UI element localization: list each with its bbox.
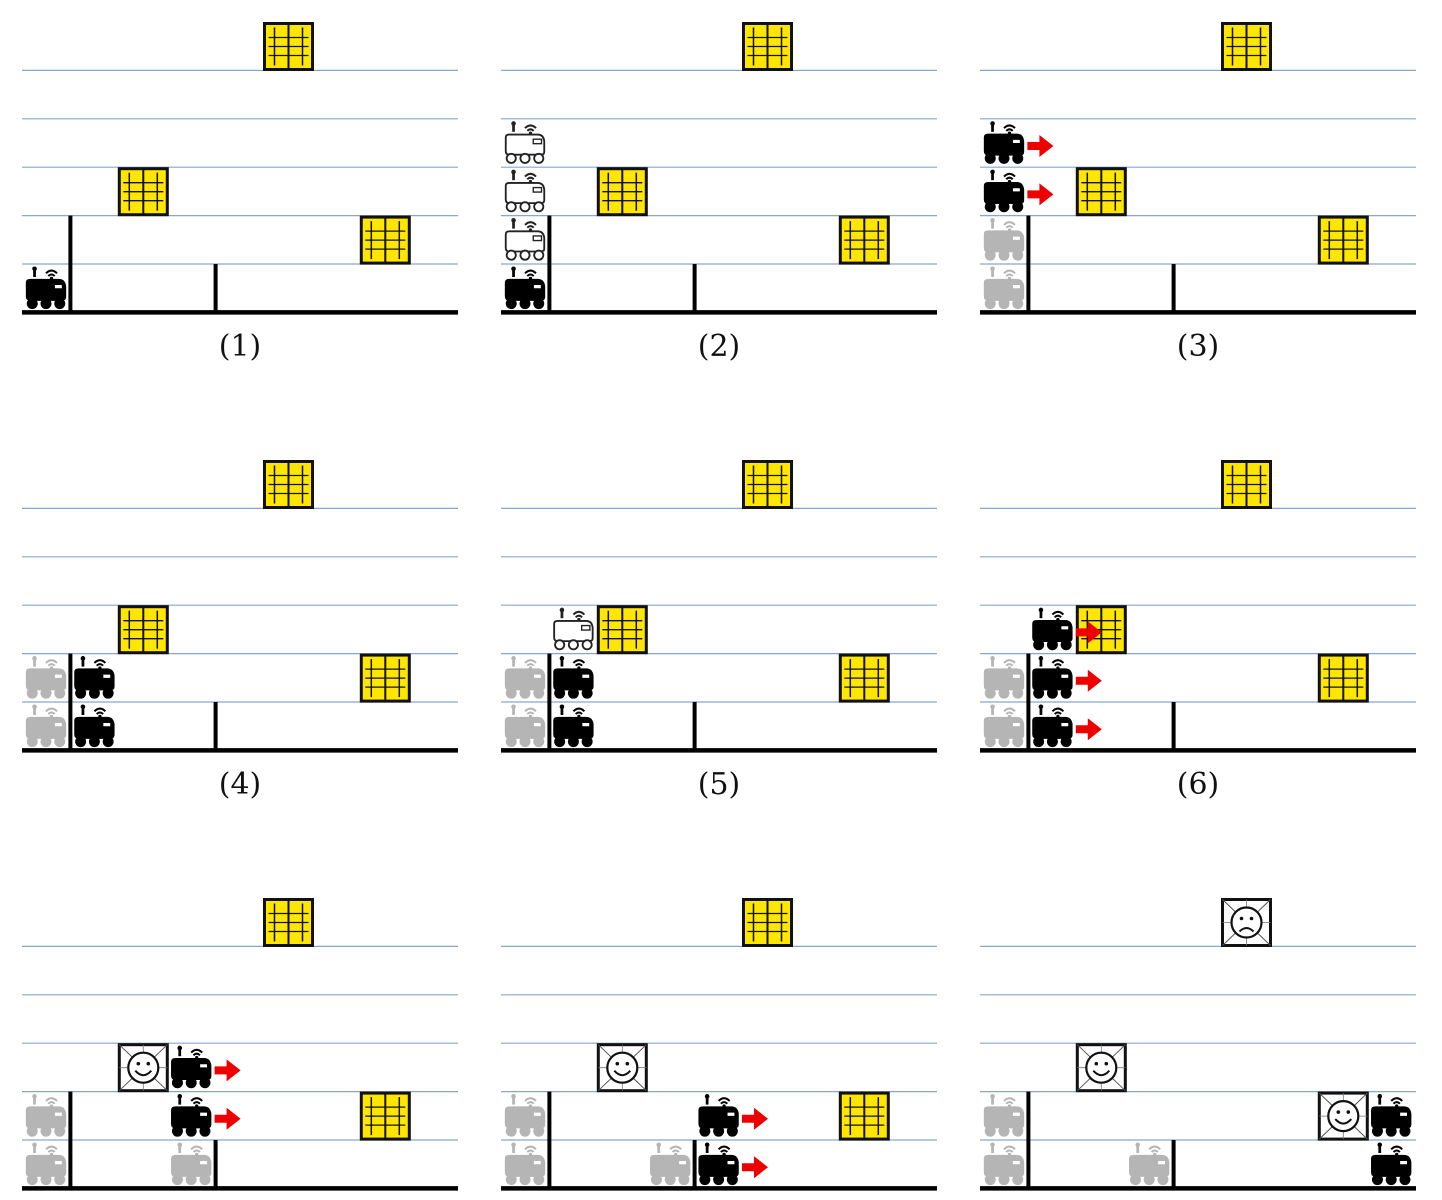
happy-window-icon <box>1075 1043 1127 1093</box>
robot-icon-black <box>983 169 1025 213</box>
robot-icon-black <box>983 121 1025 164</box>
robot-icon-black <box>74 704 115 748</box>
scene-panel-2 <box>501 22 937 315</box>
happy-window-icon <box>1317 1091 1369 1141</box>
scene-panel-1 <box>22 22 458 315</box>
window-icon <box>359 653 411 703</box>
sad-window-icon <box>1221 898 1272 947</box>
robot-icon-gray <box>171 1142 212 1186</box>
robot-icon-black <box>74 656 115 699</box>
window-icon <box>596 605 648 655</box>
robot-icon-black <box>171 1094 212 1137</box>
arrow-right-icon <box>1075 621 1102 644</box>
window-icon <box>742 460 793 509</box>
robot-icon-black <box>1032 704 1073 748</box>
robot-icon-black <box>698 1142 739 1186</box>
panel-label-6: (6) <box>1176 767 1220 803</box>
scene-panel-7 <box>22 898 458 1191</box>
arrow-right-icon <box>1027 183 1054 206</box>
window-icon <box>263 460 314 509</box>
robot-icon-gray <box>983 1142 1025 1186</box>
scene-panel-3 <box>980 22 1416 315</box>
robot-icon-gray <box>25 1142 67 1186</box>
window-icon <box>359 215 411 265</box>
window-icon <box>742 898 793 947</box>
robot-icon-black <box>1032 607 1073 651</box>
panel-label-5: (5) <box>697 767 741 803</box>
robot-icon-black <box>1032 656 1073 699</box>
happy-window-icon <box>117 1043 169 1093</box>
robot-icon-outline <box>504 121 546 164</box>
robot-icon-gray <box>504 1142 546 1186</box>
robot-icon-gray <box>504 656 546 699</box>
window-icon <box>1317 653 1369 703</box>
robot-icon-gray <box>650 1142 691 1186</box>
panel-label-3: (3) <box>1176 329 1220 365</box>
window-icon <box>838 215 890 265</box>
window-icon <box>1317 215 1369 265</box>
window-icon <box>359 1091 411 1141</box>
arrow-right-icon <box>214 1059 241 1082</box>
robot-icon-gray <box>983 656 1025 699</box>
scene-panel-6 <box>980 460 1416 753</box>
arrow-right-icon <box>1075 718 1102 741</box>
robot-icon-gray <box>983 266 1025 310</box>
robot-icon-black <box>171 1045 212 1089</box>
scene-panel-4 <box>22 460 458 753</box>
scene-panel-9 <box>980 898 1416 1191</box>
panel-label-1: (1) <box>218 329 262 365</box>
robot-icon-gray <box>25 704 67 748</box>
window-icon <box>596 167 648 217</box>
robot-icon-black <box>1371 1142 1412 1186</box>
robot-icon-gray <box>25 1094 67 1137</box>
robot-icon-black <box>25 266 67 310</box>
panel-label-2: (2) <box>697 329 741 365</box>
window-icon <box>1221 22 1272 71</box>
scene-panel-8 <box>501 898 937 1191</box>
robot-icon-outline <box>504 169 546 213</box>
robot-icon-outline <box>504 218 546 261</box>
robot-icon-outline <box>553 607 594 651</box>
robot-icon-black <box>1371 1094 1412 1137</box>
window-icon <box>1221 460 1272 509</box>
happy-window-icon <box>596 1043 648 1093</box>
arrow-right-icon <box>214 1107 241 1130</box>
window-icon <box>263 898 314 947</box>
panel-label-4: (4) <box>218 767 262 803</box>
robot-icon-gray <box>983 218 1025 261</box>
window-icon <box>117 605 169 655</box>
scene-panel-5 <box>501 460 937 753</box>
robot-icon-black <box>504 266 546 310</box>
robot-icon-gray <box>504 704 546 748</box>
arrow-right-icon <box>1027 135 1054 157</box>
arrow-right-icon <box>742 1107 768 1130</box>
arrow-right-icon <box>1075 669 1102 692</box>
robot-icon-black <box>553 656 594 699</box>
window-icon <box>742 22 793 71</box>
window-icon <box>1075 167 1127 217</box>
window-icon <box>117 167 169 217</box>
robot-icon-gray <box>983 704 1025 748</box>
window-icon <box>838 653 890 703</box>
robot-icon-gray <box>1129 1142 1170 1186</box>
robot-icon-black <box>553 704 594 748</box>
robot-icon-gray <box>983 1094 1025 1137</box>
window-icon <box>263 22 314 71</box>
robot-icon-gray <box>504 1094 546 1137</box>
arrow-right-icon <box>742 1156 768 1179</box>
window-icon <box>838 1091 890 1141</box>
robot-icon-gray <box>25 656 67 699</box>
robot-icon-black <box>698 1094 739 1137</box>
